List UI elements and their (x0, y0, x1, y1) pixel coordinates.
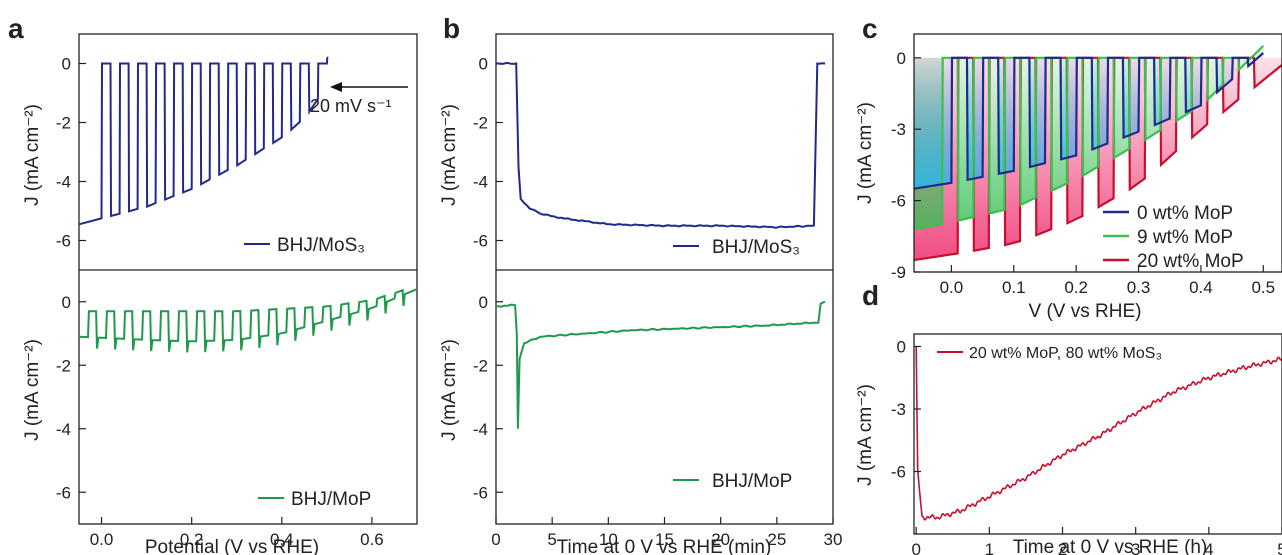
panel-a-xlabel: Potential (V vs RHE) (145, 537, 319, 555)
series-c-0 (914, 52, 1265, 190)
panel-label-a: a (8, 13, 24, 44)
xtick-label-a-bottom-1: 0.2 (180, 530, 204, 549)
xtick-label-d-2: 2 (1058, 540, 1067, 555)
legend-c-9-label: 9 wt% MoP (1137, 227, 1233, 248)
panel-c-frame (913, 33, 1282, 273)
series-a-top-bhj-mos3 (78, 56, 329, 226)
panel-b-frame (495, 33, 834, 525)
xtick-label-d-0: 0 (911, 540, 920, 555)
xtick-label-a-bottom-0: 0.0 (90, 530, 114, 549)
xtick-label-b-bottom-2: 10 (599, 530, 618, 549)
legend-b-bottom-label: BHJ/MoP (712, 471, 792, 492)
ytick-label-b-bottom-2: -4 (473, 420, 488, 439)
legend-c-20-label: 20 wt% MoP (1137, 251, 1244, 272)
ytick-label-b-bottom-3: -6 (473, 483, 488, 502)
panel-b-axes: 0 -2 -4 -6 0 -2 -4 -6 0 5 10 15 20 25 30 (473, 55, 843, 550)
ytick-label-c-3: -9 (891, 263, 906, 282)
series-d-20wt-mop (915, 346, 1282, 521)
xtick-label-c-1: 0.1 (1002, 278, 1026, 297)
scan-arrow-head (330, 82, 342, 92)
panel-a-frame (78, 33, 418, 525)
panel-a-top-ylabel: J (mA cm⁻²) (22, 104, 43, 206)
xtick-label-c-4: 0.4 (1189, 278, 1213, 297)
ytick-label-a-top-1: -2 (56, 114, 71, 133)
ytick-label-d-0: 0 (897, 338, 906, 357)
xtick-label-b-bottom-6: 30 (824, 530, 843, 549)
ytick-label-c-1: -3 (891, 120, 906, 139)
legend-c-0-label: 0 wt% MoP (1137, 203, 1233, 224)
ytick-label-a-bottom-0: 0 (62, 293, 71, 312)
xtick-label-a-bottom-3: 0.6 (360, 530, 384, 549)
ytick-label-a-bottom-3: -6 (56, 483, 71, 502)
panel-d: 0 -3 -6 0 1 2 3 4 5 20 wt% MoP, 80 wt% MoS₃ J (m… (855, 333, 1282, 555)
panel-a-bottom-ylabel: J (mA cm⁻²) (22, 339, 43, 441)
series-a-bottom-bhj-mop (78, 288, 418, 353)
panel-label-d: d (862, 280, 879, 311)
ytick-label-a-bottom-2: -4 (56, 420, 71, 439)
panel-a-axes: 0 -2 -4 -6 0 -2 -4 -6 0.0 0.2 0.4 0.6 (56, 55, 384, 550)
xtick-label-b-bottom-1: 5 (547, 530, 556, 549)
ytick-label-a-top-0: 0 (62, 55, 71, 74)
xtick-label-a-bottom-2: 0.4 (270, 530, 294, 549)
legend-d-label: 20 wt% MoP, 80 wt% MoS₃ (969, 345, 1162, 362)
panel-c-axes: 0 -3 -6 -9 0.0 0.1 0.2 0.3 0.4 0.5 (891, 49, 1275, 297)
ytick-label-c-0: 0 (897, 49, 906, 68)
panel-d-frame (913, 333, 1282, 535)
ytick-label-b-top-2: -4 (473, 173, 488, 192)
ytick-label-b-bottom-0: 0 (479, 293, 488, 312)
ytick-label-a-bottom-1: -2 (56, 356, 71, 375)
xtick-label-d-5: 5 (1277, 540, 1282, 555)
xtick-label-c-5: 0.5 (1251, 278, 1275, 297)
xtick-label-d-3: 3 (1131, 540, 1140, 555)
ytick-label-b-top-1: -2 (473, 114, 488, 133)
ytick-label-b-top-3: -6 (473, 232, 488, 251)
panel-b-xlabel: Time at 0 V vs RHE (min) (557, 537, 772, 555)
fill-c-series-0 (914, 53, 1264, 189)
panel-b: 0 -2 -4 -6 0 -2 -4 -6 0 5 10 15 20 25 30 BHJ/MoS₃ BHJ/… (439, 33, 843, 555)
panel-c-ylabel: J (mA cm⁻²) (855, 102, 876, 204)
panel-a: 0 -2 -4 -6 0 -2 -4 -6 0.0 0.2 0.4 0.6 20 mV s⁻¹ BHJ… (22, 33, 418, 555)
ytick-label-a-top-3: -6 (56, 232, 71, 251)
panel-b-bottom-ylabel: J (mA cm⁻²) (439, 339, 460, 441)
panel-c-xlabel: V (V vs RHE) (1029, 301, 1142, 322)
legend-b-top-label: BHJ/MoS₃ (712, 237, 800, 258)
xtick-label-b-bottom-3: 15 (655, 530, 674, 549)
xtick-label-d-1: 1 (985, 540, 994, 555)
series-b-top-bhj-mos3 (495, 62, 826, 229)
panel-label-c: c (862, 13, 878, 44)
panel-c: 0 -3 -6 -9 0.0 0.1 0.2 0.3 0.4 0.5 0 wt% MoP 9 wt… (855, 33, 1282, 322)
xtick-label-c-2: 0.2 (1064, 278, 1088, 297)
xtick-label-c-0: 0.0 (940, 278, 964, 297)
scan-rate-annotation: 20 mV s⁻¹ (310, 96, 392, 116)
xtick-label-b-bottom-5: 25 (767, 530, 786, 549)
ytick-label-b-bottom-1: -2 (473, 356, 488, 375)
panel-d-ylabel: J (mA cm⁻²) (855, 384, 876, 486)
series-b-bottom-bhj-mop (495, 300, 826, 429)
panel-d-data (915, 346, 1282, 521)
ytick-label-a-top-2: -4 (56, 173, 71, 192)
xtick-label-d-4: 4 (1204, 540, 1213, 555)
panel-c-lines (914, 45, 1282, 262)
xtick-label-b-bottom-4: 20 (711, 530, 730, 549)
panel-d-xlabel: Time at 0 V vs RHE (h) (1013, 537, 1208, 555)
ytick-label-c-2: -6 (891, 192, 906, 211)
panel-label-b: b (443, 13, 460, 44)
legend-a-bottom-label: BHJ/MoP (291, 489, 371, 510)
xtick-label-c-3: 0.3 (1127, 278, 1151, 297)
ytick-label-b-top-0: 0 (479, 55, 488, 74)
ytick-label-d-2: -6 (891, 463, 906, 482)
panel-b-top-ylabel: J (mA cm⁻²) (439, 104, 460, 206)
legend-a-top-label: BHJ/MoS₃ (277, 235, 365, 256)
xtick-label-b-bottom-0: 0 (491, 530, 500, 549)
ytick-label-d-1: -3 (891, 400, 906, 419)
panel-d-axes: 0 -3 -6 0 1 2 3 4 5 (891, 338, 1282, 555)
